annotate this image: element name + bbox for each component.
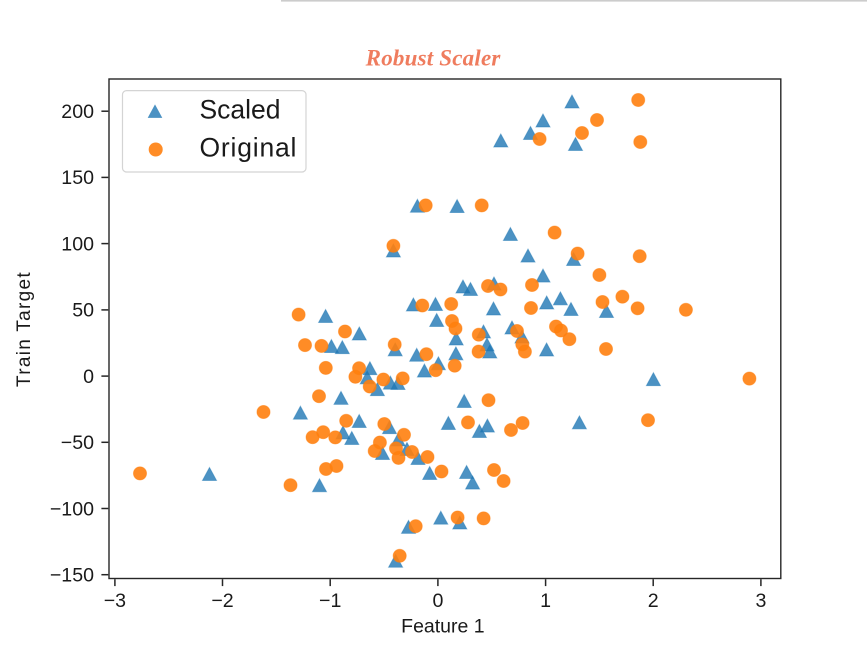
svg-text:−2: −2 bbox=[211, 590, 233, 612]
svg-text:−1: −1 bbox=[319, 590, 341, 612]
svg-text:200: 200 bbox=[61, 101, 94, 123]
svg-text:0: 0 bbox=[432, 590, 443, 612]
svg-text:Robust Scaler: Robust Scaler bbox=[365, 46, 502, 71]
svg-text:0: 0 bbox=[83, 366, 94, 388]
svg-text:Feature 1: Feature 1 bbox=[401, 616, 484, 638]
svg-text:1: 1 bbox=[540, 590, 551, 612]
svg-text:Scaled: Scaled bbox=[200, 95, 281, 125]
svg-text:−3: −3 bbox=[104, 590, 126, 612]
svg-text:Original: Original bbox=[200, 132, 298, 162]
svg-text:3: 3 bbox=[755, 590, 766, 612]
svg-text:150: 150 bbox=[61, 167, 94, 189]
svg-text:Train Target: Train Target bbox=[14, 271, 35, 387]
svg-text:−50: −50 bbox=[61, 432, 94, 454]
svg-text:100: 100 bbox=[61, 233, 94, 255]
svg-text:2: 2 bbox=[648, 590, 659, 612]
svg-text:−100: −100 bbox=[50, 498, 94, 520]
svg-text:50: 50 bbox=[72, 300, 94, 322]
svg-text:−150: −150 bbox=[50, 565, 94, 587]
